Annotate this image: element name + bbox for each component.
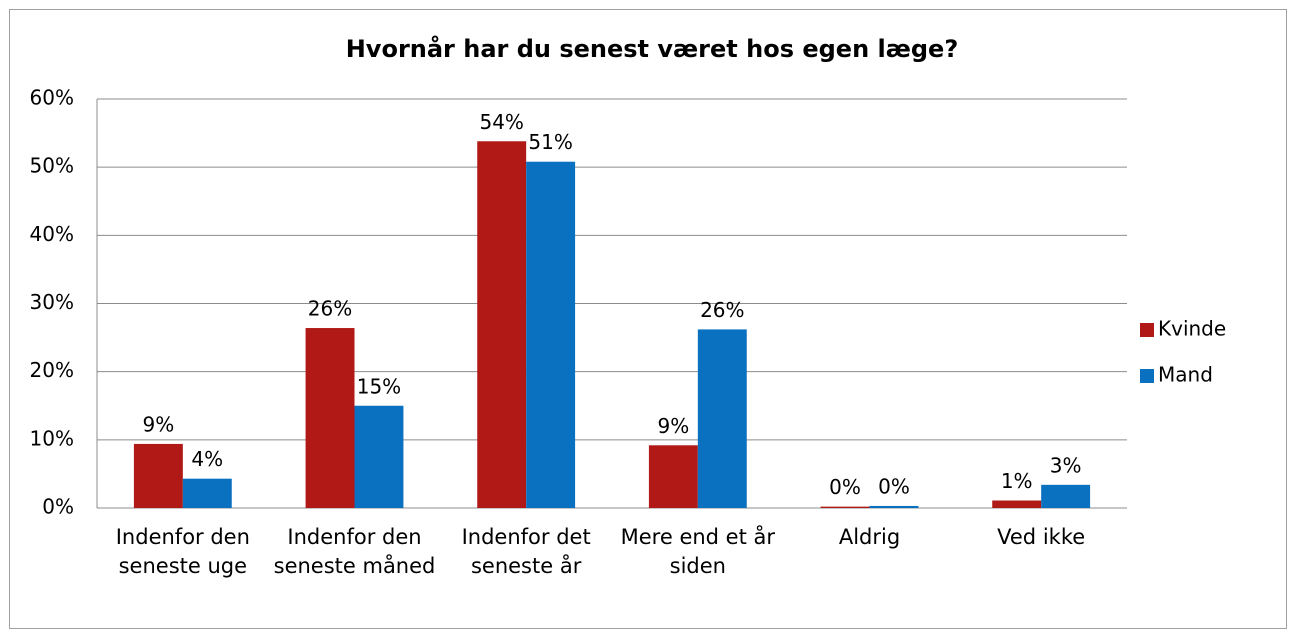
bar [648,445,698,508]
legend-swatch [1140,323,1154,337]
bar [182,478,232,508]
y-tick-label: 50% [30,154,74,178]
x-tick-label: Indenfor det seneste år [461,525,591,578]
value-label: 4% [191,447,223,471]
y-tick-label: 60% [30,86,74,110]
value-label: 51% [528,130,572,154]
value-label: 0% [878,474,910,498]
bar [992,500,1042,508]
chart-title: Hvornår har du senest været hos egen læg… [346,34,959,63]
y-tick-label: 30% [30,290,74,314]
value-label: 54% [479,110,523,134]
value-label: 26% [700,298,744,322]
bar [305,328,355,508]
value-label: 26% [308,297,352,321]
legend-label: Kvinde [1158,317,1226,341]
bar [354,405,404,508]
y-tick-label: 20% [30,358,74,382]
x-tick-label: Mere end et år siden [620,525,776,578]
value-label: 15% [357,374,401,398]
value-label: 3% [1050,453,1082,477]
x-tick-label: Ved ikke [997,525,1086,549]
x-tick-label: Indenfor den seneste uge [115,525,250,578]
value-label: 1% [1001,469,1033,493]
y-tick-label: 40% [30,222,74,246]
legend-label: Mand [1158,363,1213,387]
bar [869,505,919,508]
x-tick-label: Aldrig [838,525,901,549]
value-label: 0% [829,475,861,499]
x-tick-label: Indenfor den seneste måned [273,525,436,578]
bar [133,443,183,508]
bar [477,141,527,508]
value-label: 9% [143,412,175,436]
y-tick-label: 0% [42,495,74,519]
bar [697,329,747,508]
y-tick-label: 10% [30,426,74,450]
legend-swatch [1140,369,1154,383]
bar [1041,484,1091,508]
value-label: 9% [658,414,690,438]
bar [820,506,870,508]
bar [526,161,576,509]
